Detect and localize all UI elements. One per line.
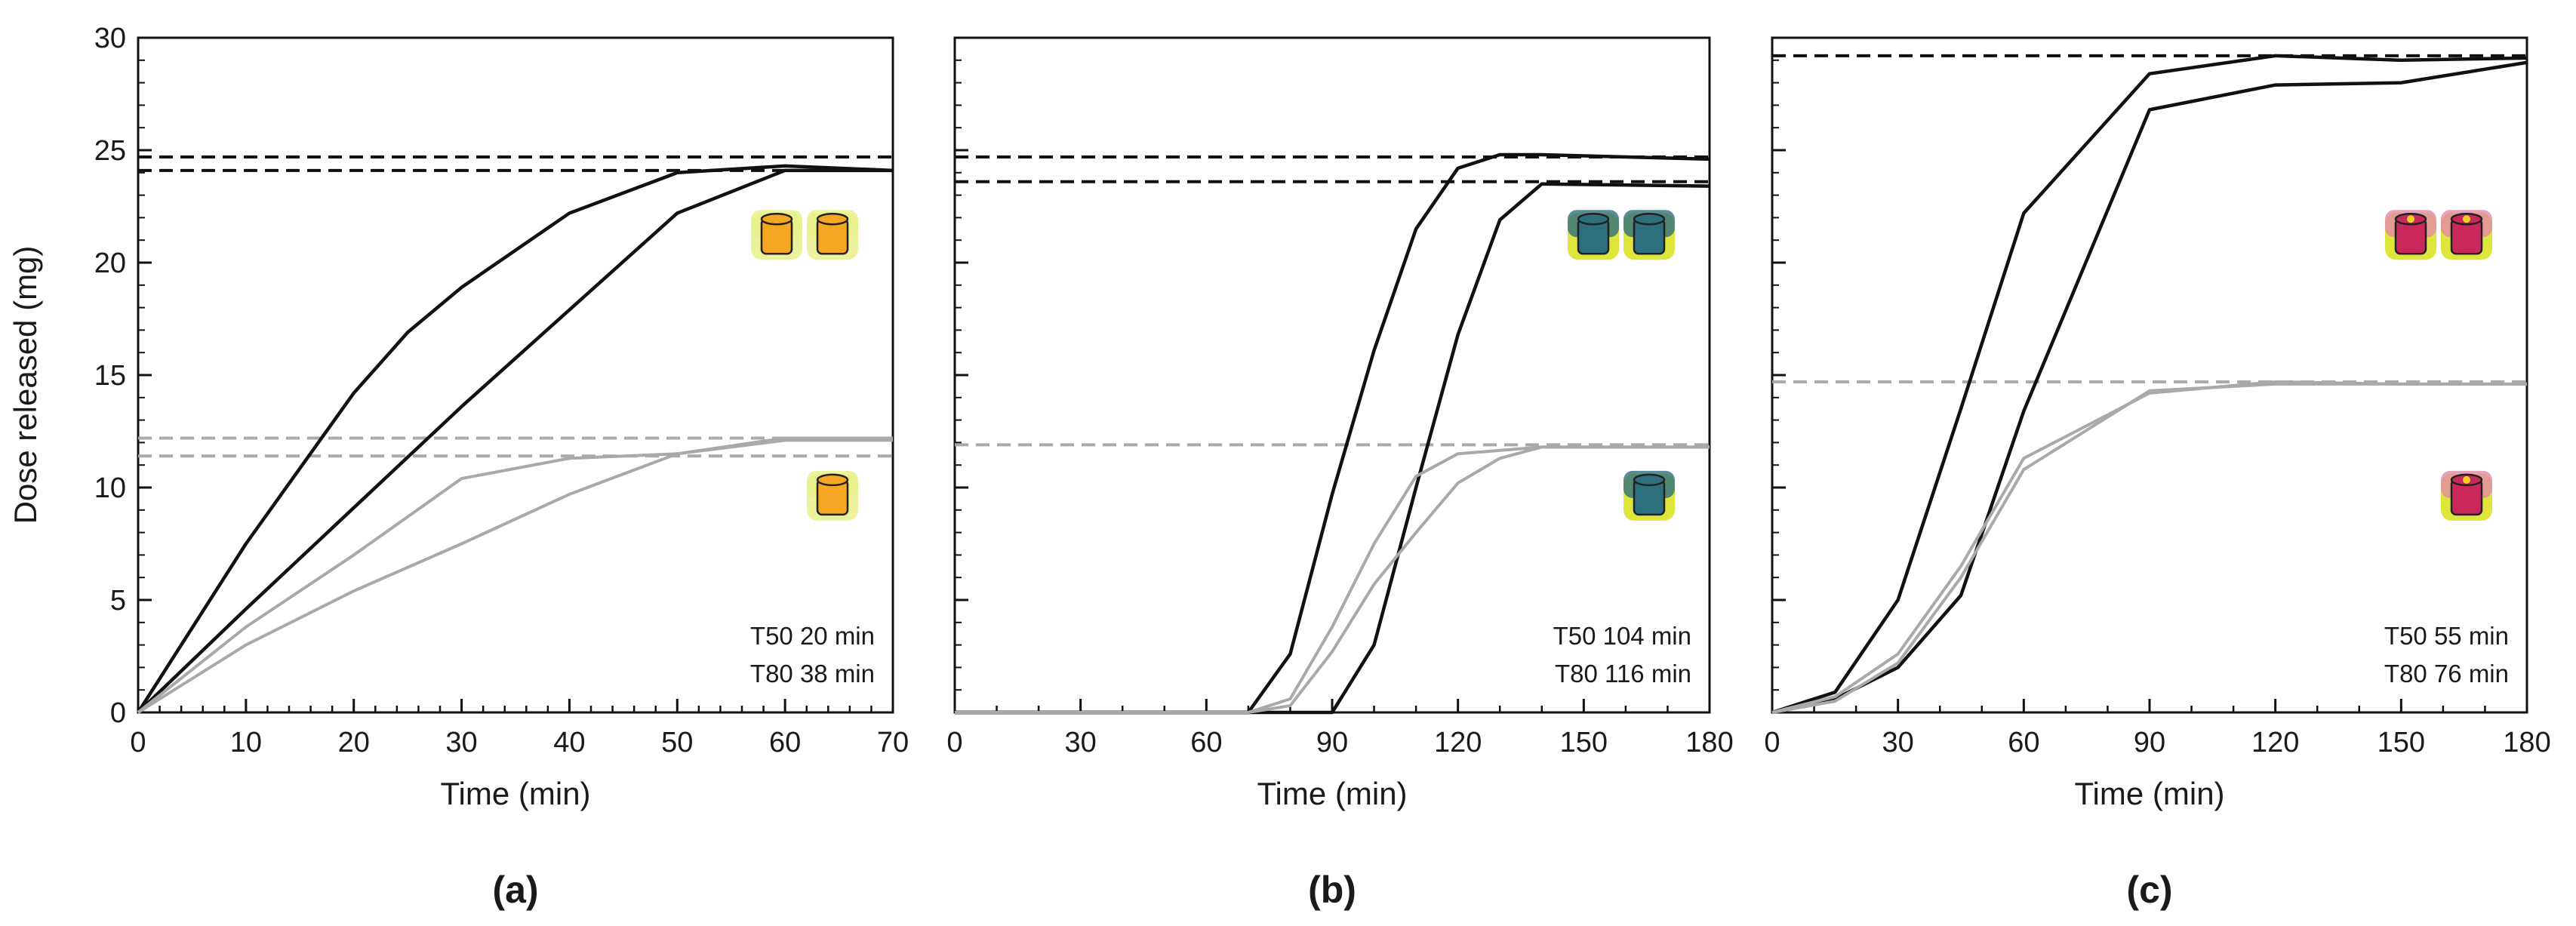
x-tick-label: 60 — [1190, 727, 1222, 758]
x-tick-label: 120 — [1434, 727, 1482, 758]
capsule-icon-single-core-top — [1633, 473, 1666, 487]
x-tick-label: 90 — [1316, 727, 1348, 758]
y-tick-label: 15 — [94, 360, 126, 392]
x-tick-label: 0 — [946, 727, 962, 758]
x-tick-label: 40 — [553, 727, 585, 758]
series-line-1 — [955, 152, 1710, 715]
x-tick-label: 50 — [661, 727, 693, 758]
series-line-2 — [137, 168, 893, 714]
x-tick-label: 90 — [2134, 727, 2165, 758]
panel-c: 0 30 60 90 120 150 180 T50 55 min T80 76 min Time… — [1764, 36, 2551, 911]
x-tick-label: 30 — [1882, 727, 1914, 758]
x-tick-label: 70 — [877, 727, 909, 758]
series-line-3 — [955, 445, 1710, 714]
panel-label: (a) — [492, 869, 538, 911]
series-line-1 — [1771, 54, 2528, 715]
series-line-2 — [955, 182, 1710, 715]
x-axis-title: Time (min) — [1257, 776, 1407, 811]
x-tick-label: 10 — [230, 727, 262, 758]
x-tick-label: 30 — [445, 727, 477, 758]
t80-annotation: T80 76 min — [2384, 660, 2509, 688]
x-tick-label: 150 — [1560, 727, 1608, 758]
panel-label: (c) — [2126, 869, 2172, 911]
panel-a: 0 10 20 30 40 50 60 70 0 5 10 15 20 25 30 T50 20 min T80… — [94, 23, 909, 911]
panel-label: (b) — [1308, 869, 1356, 911]
capsule-icon-double-2-dot — [2463, 215, 2470, 223]
x-tick-label: 30 — [1065, 727, 1097, 758]
capsule-icon-double-1-core-top — [1577, 212, 1610, 226]
capsule-icon-single-dot — [2463, 475, 2470, 484]
series-line-4 — [1771, 382, 2527, 714]
panel-b: 0 30 60 90 120 150 180 T50 104 min T80 116 min Ti… — [946, 36, 1734, 911]
plot-frame — [953, 36, 1711, 714]
plot-frame — [137, 36, 894, 714]
y-axis-title: Dose released (mg) — [8, 246, 43, 525]
y-tick-label: 20 — [94, 248, 126, 279]
t50-annotation: T50 55 min — [2384, 622, 2509, 650]
y-tick-label: 25 — [94, 135, 126, 167]
capsule-icon-single-core-top — [816, 473, 849, 487]
capsule-icon-double-1-core-top — [760, 212, 793, 226]
x-tick-label: 150 — [2377, 727, 2425, 758]
x-tick-label: 180 — [1685, 727, 1733, 758]
x-tick-label: 0 — [130, 727, 146, 758]
series-line-2 — [1771, 60, 2528, 715]
capsule-icon-double-2-core-top — [1633, 212, 1666, 226]
t50-annotation: T50 104 min — [1553, 622, 1691, 650]
capsule-icon-double-1-dot — [2407, 215, 2414, 223]
y-tick-label: 10 — [94, 472, 126, 504]
capsule-icon-double-2-core-top — [816, 212, 849, 226]
y-tick-label: 0 — [110, 697, 126, 729]
plot-frame — [1771, 36, 2528, 714]
x-tick-label: 120 — [2251, 727, 2299, 758]
series-line-3 — [137, 436, 893, 714]
x-tick-label: 180 — [2503, 727, 2550, 758]
y-tick-label: 5 — [110, 585, 126, 617]
x-axis-title: Time (min) — [2074, 776, 2224, 811]
x-tick-label: 60 — [769, 727, 801, 758]
t80-annotation: T80 116 min — [1555, 660, 1691, 688]
series-line-1 — [137, 164, 894, 714]
x-tick-label: 0 — [1764, 727, 1780, 758]
series-line-4 — [137, 438, 893, 714]
x-axis-title: Time (min) — [440, 776, 590, 811]
series-line-4 — [955, 445, 1710, 714]
x-tick-label: 20 — [338, 727, 370, 758]
t50-annotation: T50 20 min — [750, 622, 875, 650]
x-tick-label: 60 — [2008, 727, 2039, 758]
y-tick-label: 30 — [94, 23, 126, 54]
t80-annotation: T80 38 min — [750, 660, 875, 688]
